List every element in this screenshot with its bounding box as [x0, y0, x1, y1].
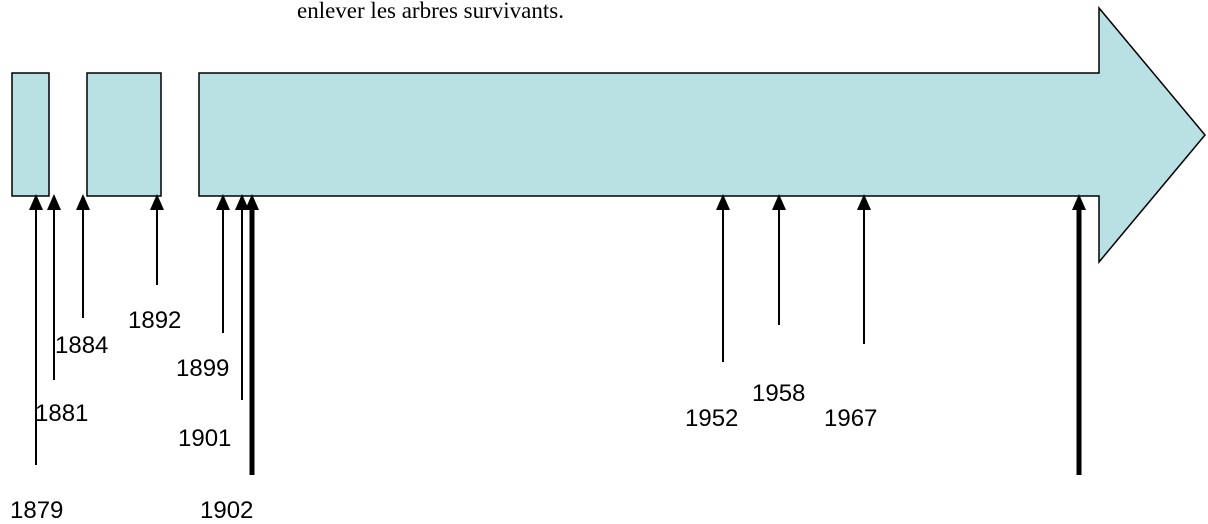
arrow-head [772, 194, 786, 210]
event-labels: 1879 1881 1884 1892 1899 1901 1902 1952 1958 1967 [10, 307, 877, 524]
arrow-head [245, 194, 259, 210]
year-label: 1952 [685, 405, 738, 432]
year-label: 1902 [200, 497, 253, 524]
arrow-head [1072, 194, 1086, 210]
arrow-head [76, 194, 90, 210]
year-label: 1884 [55, 332, 108, 359]
arrow-head [235, 194, 249, 210]
arrow-head [150, 194, 164, 210]
period-box [11, 72, 50, 197]
period-box [86, 72, 162, 197]
year-label: 1881 [35, 400, 88, 427]
year-label: 1967 [824, 405, 877, 432]
year-label: 1958 [752, 380, 805, 407]
arrow-head [29, 194, 43, 210]
event-arrows [29, 194, 1086, 475]
arrow-head [857, 194, 871, 210]
arrow-head [47, 194, 61, 210]
year-label: 1899 [176, 355, 229, 382]
year-label: 1879 [10, 497, 63, 524]
caption: enlever les arbres survivants. [297, 0, 564, 23]
year-label: 1892 [128, 307, 181, 334]
arrow-head [216, 194, 230, 210]
year-label: 1901 [178, 425, 231, 452]
big-arrow [198, 5, 1206, 265]
arrow-head [716, 194, 730, 210]
